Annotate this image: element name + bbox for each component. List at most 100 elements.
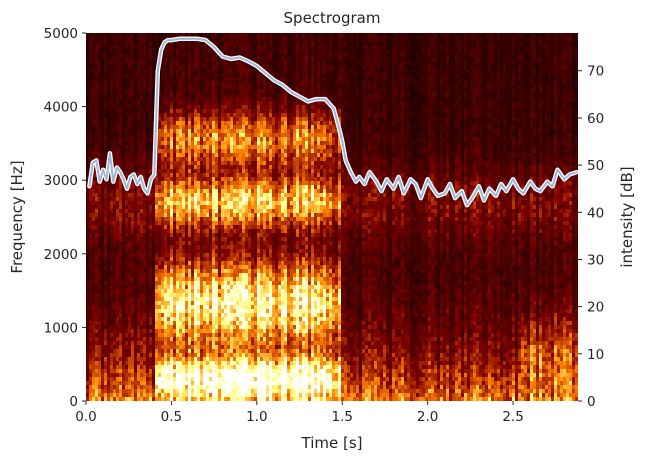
heatmap-cell <box>239 369 243 374</box>
heatmap-cell <box>209 69 213 74</box>
heatmap-cell <box>242 53 246 58</box>
heatmap-cell <box>194 53 198 58</box>
heatmap-cell <box>245 141 249 146</box>
heatmap-cell <box>188 141 192 146</box>
heatmap-cell <box>95 89 99 94</box>
heatmap-cell <box>95 81 99 86</box>
heatmap-cell <box>224 393 228 398</box>
heatmap-cell <box>239 297 243 302</box>
heatmap-cell <box>140 225 144 230</box>
heatmap-cell <box>152 373 156 378</box>
heatmap-cell <box>122 45 126 50</box>
heatmap-cell <box>164 209 168 214</box>
heatmap-cell <box>236 97 240 102</box>
heatmap-cell <box>89 73 93 78</box>
heatmap-cell <box>179 133 183 138</box>
heatmap-cell <box>128 349 132 354</box>
heatmap-cell <box>191 45 195 50</box>
heatmap-cell <box>95 373 99 378</box>
heatmap-cell <box>179 301 183 306</box>
heatmap-cell <box>107 297 111 302</box>
heatmap-cell <box>119 137 123 142</box>
heatmap-cell <box>164 137 168 142</box>
heatmap-cell <box>212 89 216 94</box>
heatmap-cell <box>173 61 177 66</box>
heatmap-cell <box>209 205 213 210</box>
heatmap-cell <box>179 169 183 174</box>
heatmap-cell <box>221 293 225 298</box>
heatmap-cell <box>107 301 111 306</box>
heatmap-cell <box>176 77 180 82</box>
heatmap-cell <box>92 189 96 194</box>
heatmap-cell <box>92 253 96 258</box>
heatmap-cell <box>89 201 93 206</box>
heatmap-cell <box>167 81 171 86</box>
heatmap-cell <box>128 225 132 230</box>
heatmap-cell <box>182 337 186 342</box>
heatmap-cell <box>113 53 117 58</box>
heatmap-cell <box>128 393 132 398</box>
heatmap-cell <box>170 129 174 134</box>
heatmap-cell <box>194 337 198 342</box>
heatmap-cell <box>143 45 147 50</box>
heatmap-cell <box>221 57 225 62</box>
heatmap-cell <box>182 145 186 150</box>
heatmap-cell <box>104 253 108 258</box>
heatmap-cell <box>242 129 246 134</box>
heatmap-cell <box>179 313 183 318</box>
heatmap-cell <box>86 169 90 174</box>
heatmap-cell <box>116 89 120 94</box>
heatmap-cell <box>98 245 102 250</box>
heatmap-cell <box>167 65 171 70</box>
heatmap-cell <box>179 253 183 258</box>
heatmap-cell <box>191 305 195 310</box>
heatmap-cell <box>245 353 249 358</box>
heatmap-cell <box>212 57 216 62</box>
heatmap-cell <box>218 397 222 401</box>
heatmap-cell <box>209 161 213 166</box>
heatmap-cell <box>200 241 204 246</box>
heatmap-cell <box>113 389 117 394</box>
heatmap-cell <box>92 61 96 66</box>
heatmap-cell <box>194 189 198 194</box>
heatmap-cell <box>170 113 174 118</box>
heatmap-cell <box>161 169 165 174</box>
heatmap-cell <box>101 225 105 230</box>
heatmap-cell <box>146 369 150 374</box>
heatmap-cell <box>203 269 207 274</box>
heatmap-cell <box>125 97 129 102</box>
heatmap-cell <box>128 385 132 390</box>
heatmap-cell <box>182 397 186 401</box>
heatmap-cell <box>188 365 192 370</box>
heatmap-cell <box>149 277 153 282</box>
heatmap-cell <box>116 349 120 354</box>
heatmap-cell <box>92 389 96 394</box>
heatmap-cell <box>131 361 135 366</box>
heatmap-cell <box>179 241 183 246</box>
heatmap-cell <box>125 357 129 362</box>
heatmap-cell <box>170 281 174 286</box>
heatmap-cell <box>227 329 231 334</box>
heatmap-cell <box>107 321 111 326</box>
heatmap-cell <box>164 365 168 370</box>
heatmap-cell <box>128 285 132 290</box>
heatmap-cell <box>215 109 219 114</box>
heatmap-cell <box>224 349 228 354</box>
heatmap-cell <box>149 281 153 286</box>
heatmap-cell <box>209 181 213 186</box>
heatmap-cell <box>149 209 153 214</box>
heatmap-cell <box>209 177 213 182</box>
heatmap-cell <box>197 285 201 290</box>
heatmap-cell <box>161 241 165 246</box>
heatmap-cell <box>239 301 243 306</box>
heatmap-cell <box>122 113 126 118</box>
heatmap-cell <box>164 385 168 390</box>
heatmap-cell <box>92 233 96 238</box>
heatmap-cell <box>101 345 105 350</box>
heatmap-cell <box>95 249 99 254</box>
heatmap-cell <box>137 301 141 306</box>
heatmap-cell <box>224 281 228 286</box>
heatmap-cell <box>230 113 234 118</box>
heatmap-cell <box>179 221 183 226</box>
heatmap-cell <box>179 317 183 322</box>
